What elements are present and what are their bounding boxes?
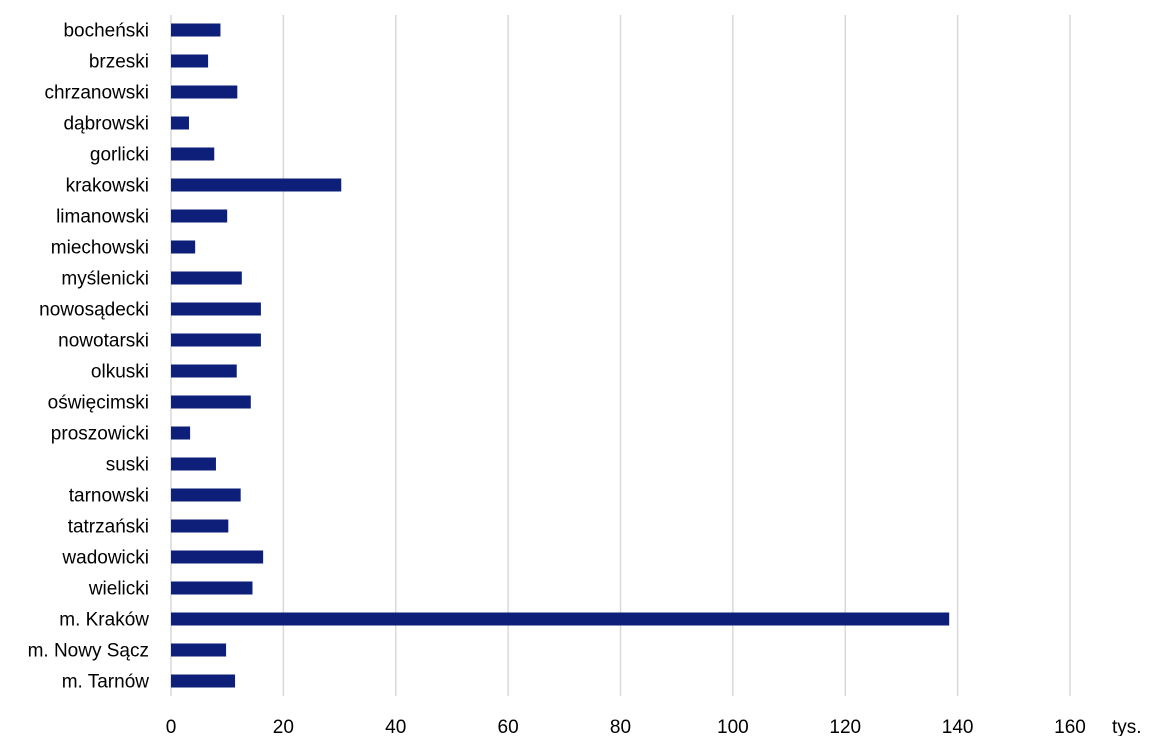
category-label: tatrzański <box>68 517 149 538</box>
bar <box>171 302 261 316</box>
category-label: m. Kraków <box>59 610 149 631</box>
x-tick-label: 20 <box>273 717 294 736</box>
bar <box>171 209 228 223</box>
bar <box>171 643 227 657</box>
bar <box>171 519 229 533</box>
bar <box>171 333 261 347</box>
grid-lines <box>170 15 1071 696</box>
x-tick-label: 60 <box>498 717 519 736</box>
bar <box>171 550 264 564</box>
category-label: myślenicki <box>61 269 149 290</box>
bar <box>171 147 215 161</box>
category-label: bocheński <box>63 21 149 42</box>
category-label: tarnowski <box>69 486 149 507</box>
bar <box>171 364 237 378</box>
x-tick-label: 120 <box>829 717 861 736</box>
category-label: proszowicki <box>51 424 149 445</box>
bar <box>171 116 189 130</box>
bar <box>171 426 191 440</box>
category-label: nowotarski <box>58 331 149 352</box>
category-label: nowosądecki <box>39 300 149 321</box>
bar <box>171 395 251 409</box>
category-label: wielicki <box>88 579 149 600</box>
bar <box>171 54 209 68</box>
category-label: gorlicki <box>90 145 149 166</box>
category-label: chrzanowski <box>44 83 149 104</box>
bar <box>171 85 238 99</box>
bars <box>171 23 950 688</box>
x-axis-unit-label: tys. <box>1112 717 1142 736</box>
x-tick-label: 0 <box>166 717 177 736</box>
x-axis-tick-labels: 0 20 40 60 80 100 120 140 160 <box>166 717 1086 736</box>
category-label: wadowicki <box>61 548 149 569</box>
bar <box>171 457 216 471</box>
category-label: m. Nowy Sącz <box>28 641 149 662</box>
category-label: limanowski <box>56 207 149 228</box>
category-labels: bocheński brzeski chrzanowski dąbrowski gorl… <box>28 21 150 693</box>
x-tick-label: 140 <box>942 717 974 736</box>
bar <box>171 581 253 595</box>
category-label: krakowski <box>66 176 149 197</box>
category-label: brzeski <box>89 52 149 73</box>
category-label: olkuski <box>91 362 149 383</box>
category-label: oświęcimski <box>48 393 149 414</box>
x-tick-label: 100 <box>717 717 749 736</box>
x-tick-label: 80 <box>610 717 631 736</box>
category-label: dąbrowski <box>63 114 149 135</box>
bar <box>171 488 241 502</box>
category-label: suski <box>106 455 149 476</box>
x-tick-label: 160 <box>1054 717 1086 736</box>
bar <box>171 23 221 37</box>
bar <box>171 271 242 285</box>
bar <box>171 674 236 688</box>
bar <box>171 178 342 192</box>
bar <box>171 240 196 254</box>
bar <box>171 612 950 626</box>
x-tick-label: 40 <box>385 717 406 736</box>
category-label: miechowski <box>51 238 149 259</box>
category-label: m. Tarnów <box>62 672 150 693</box>
